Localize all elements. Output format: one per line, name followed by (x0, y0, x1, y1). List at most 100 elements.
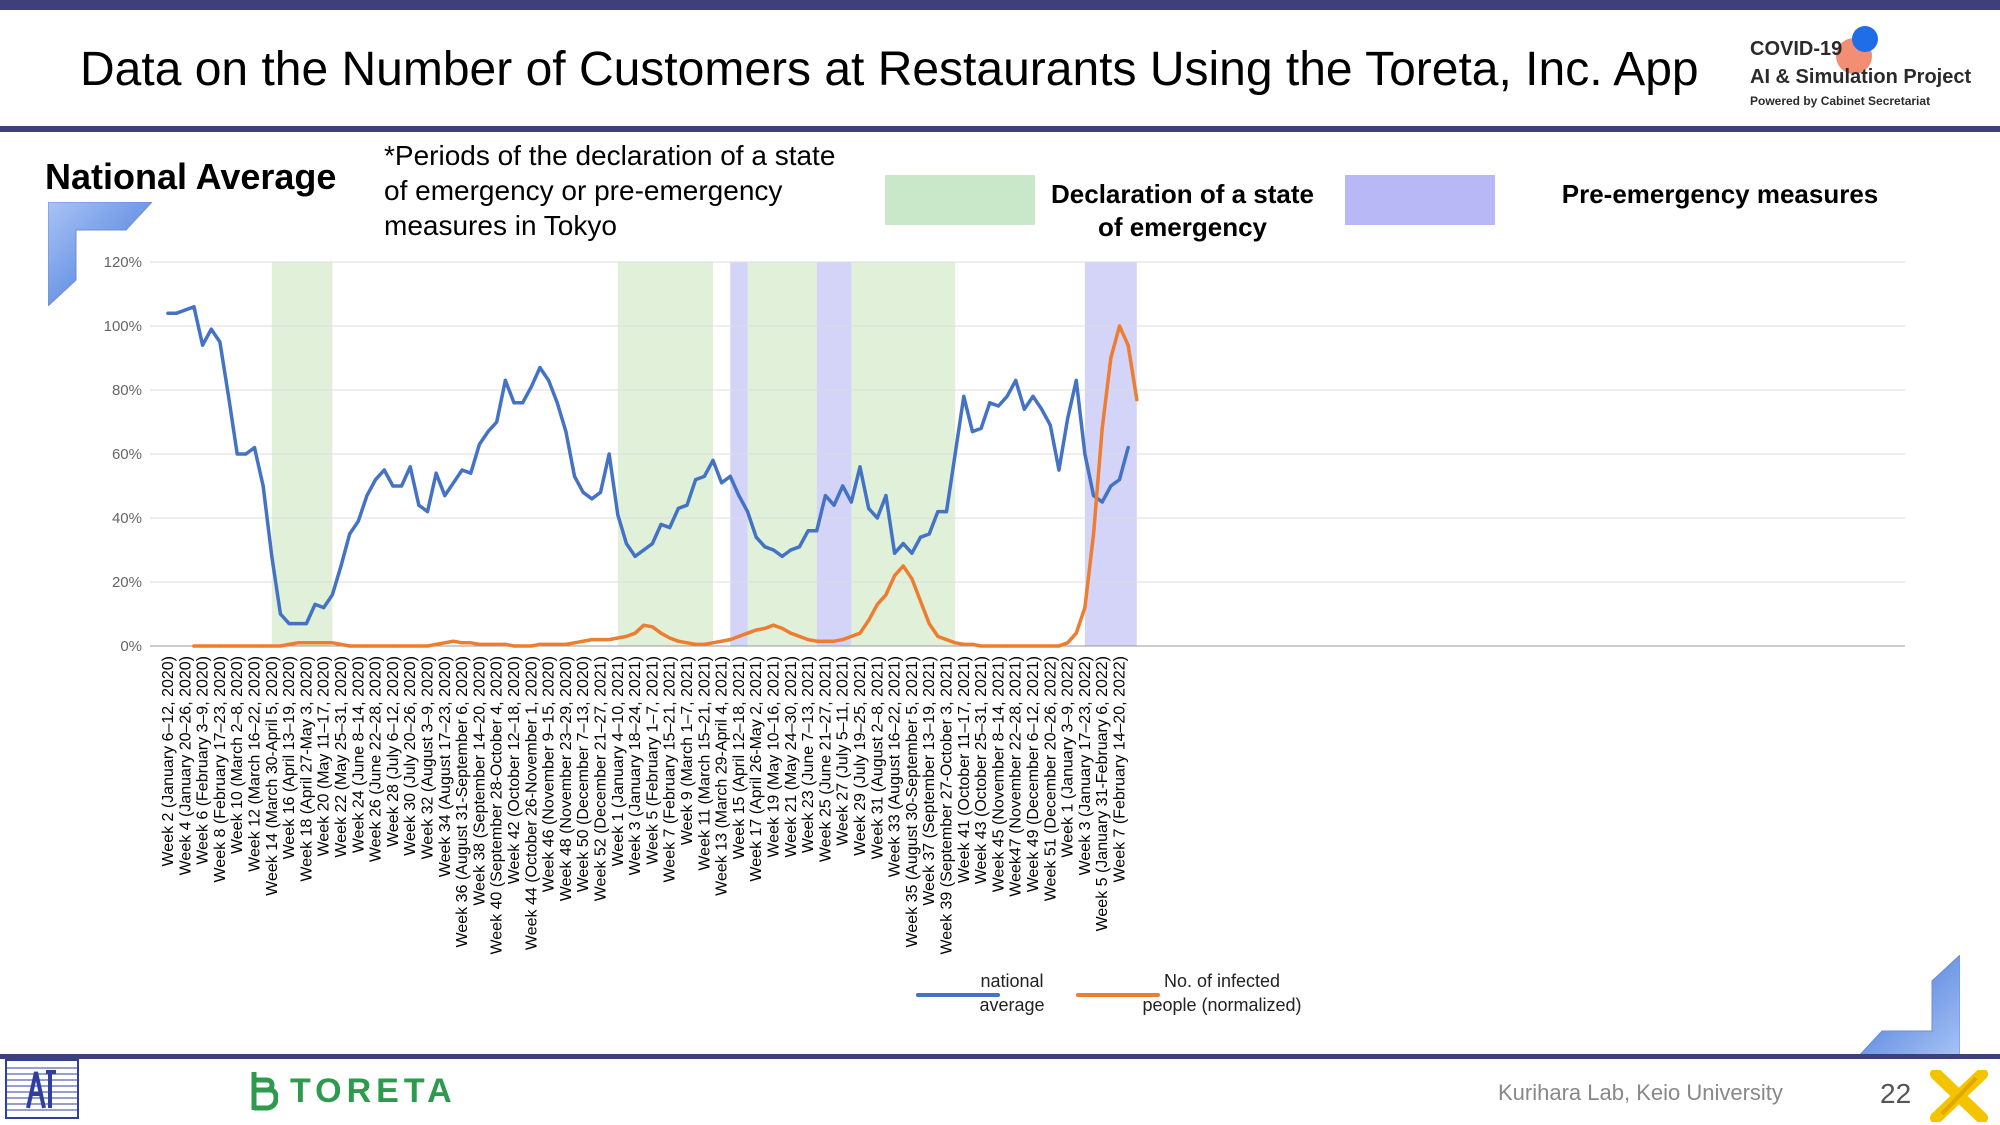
national-average-point (469, 471, 473, 475)
x-tick-label: Week 23 (June 7–13, 2021) (800, 656, 817, 853)
y-tick-label: 0% (120, 638, 142, 655)
national-average-point (460, 468, 464, 472)
national-average-point (1057, 468, 1061, 472)
infected-point (901, 564, 905, 568)
legend-label-0: national (980, 971, 1043, 991)
national-average-point (685, 503, 689, 507)
header-divider (0, 126, 2000, 132)
infected-point (555, 642, 559, 647)
x-tick-label: Week 40 (September 28-October 4, 2020) (489, 656, 506, 955)
national-average-point (1074, 378, 1078, 382)
infected-point (1048, 644, 1052, 648)
national-average-point (235, 452, 239, 456)
infected-point (979, 644, 983, 648)
infected-point (590, 638, 594, 642)
national-average-point (815, 529, 819, 533)
national-average-point (676, 506, 680, 510)
infected-point (391, 644, 395, 648)
national-average-point (408, 465, 412, 469)
national-average-point (633, 554, 637, 559)
x-tick-label: Week 27 (July 5–11, 2021) (835, 656, 852, 846)
infected-point (313, 641, 317, 645)
y-tick-label: 100% (104, 318, 142, 335)
corner-arrow-bottom-icon (1856, 955, 1960, 1059)
infected-point (797, 634, 802, 639)
national-average-point (339, 564, 343, 568)
infected-point (304, 641, 308, 645)
infected-point (702, 642, 706, 647)
national-average-point (175, 311, 179, 315)
y-tick-label: 80% (112, 382, 142, 399)
infected-point (270, 644, 274, 648)
infected-point (218, 644, 222, 648)
keio-university-logo (5, 1059, 79, 1119)
infected-point (1135, 398, 1139, 402)
national-average-point (1100, 500, 1104, 504)
x-tick-label: Week 25 (June 21–27, 2021) (817, 656, 834, 862)
infected-point (278, 644, 283, 648)
logo-text-covid: COVID-19 (1750, 38, 1843, 60)
national-average-point (728, 474, 732, 478)
x-tick-label: Week 5 (February 1–7, 2021) (644, 656, 661, 865)
national-average-point (944, 510, 949, 514)
infected-point (529, 644, 533, 648)
national-average-point (477, 442, 481, 446)
national-average-point (425, 510, 430, 514)
x-tick-label: Week 30 (July 20–26, 2020) (402, 656, 419, 856)
national-average-point (581, 490, 585, 494)
national-average-point (382, 468, 386, 472)
y-tick-label: 20% (112, 574, 142, 591)
x-tick-label: Week 35 (August 30-September 5, 2021) (904, 656, 921, 947)
infected-point (789, 631, 793, 635)
national-average-point (936, 510, 940, 514)
infected-point (1022, 644, 1026, 648)
national-average-point (209, 327, 213, 331)
national-average-line (166, 305, 1130, 626)
infected-point (771, 623, 776, 627)
infected-point (503, 642, 507, 647)
national-average-point (244, 452, 248, 456)
infected-point (875, 602, 879, 607)
national-average-point (780, 554, 784, 559)
infected-point (374, 644, 378, 648)
national-average-point (451, 481, 456, 485)
infected-point (226, 644, 231, 648)
infected-point (469, 641, 473, 645)
national-average-point (1022, 407, 1026, 411)
national-average-point (962, 394, 966, 398)
period-note: *Periods of the declaration of a state o… (384, 140, 836, 241)
national-average-point (884, 494, 888, 498)
infected-point (884, 593, 888, 597)
x-tick-label: Week 43 (October 25–31, 2021) (973, 656, 990, 884)
x-tick-label: Week 36 (August 31-September 6, 2020) (454, 656, 471, 947)
x-tick-label: Week 1 (January 3–9, 2022) (1060, 656, 1077, 858)
infected-point (252, 644, 257, 648)
national-average-point (806, 529, 810, 533)
customers-line-chart: 0% 20% 40% 60% 80% 100% 120% Week 2 (January 6–… (104, 254, 1905, 1015)
x-tick-label: Week 18 (April 27-May 3, 2020) (298, 656, 315, 882)
infected-point (858, 631, 862, 635)
national-average-point (417, 503, 421, 507)
infected-point (841, 638, 845, 642)
top-accent-bar (0, 0, 2000, 10)
x-tick-label: Week 8 (February 17–23, 2020) (212, 656, 229, 883)
page-title: Data on the Number of Customers at Resta… (80, 43, 1699, 96)
national-average-point (252, 446, 257, 450)
infected-point (642, 623, 646, 627)
infected-point (1117, 324, 1122, 328)
x-tick-label: Week 45 (November 8–14, 2021) (990, 656, 1007, 892)
national-average-point (391, 484, 395, 488)
national-average-point (875, 516, 879, 520)
national-average-point (858, 465, 862, 469)
legend-label-1: No. of infected (1164, 971, 1280, 991)
infected-point (365, 644, 369, 648)
x-tick-label: Week 46 (November 9–15, 2020) (541, 656, 558, 892)
national-average-point (650, 542, 655, 546)
infected-point (460, 641, 464, 645)
footer-credit: Kurihara Lab, Keio University (1498, 1080, 1783, 1105)
national-average-point (348, 532, 352, 536)
x-tick-label: Week 2 (January 6–12, 2020) (160, 656, 177, 867)
x-tick-label: Week 16 (April 13–19, 2020) (281, 656, 298, 859)
national-average-point (572, 474, 577, 478)
infected-point (235, 644, 239, 648)
